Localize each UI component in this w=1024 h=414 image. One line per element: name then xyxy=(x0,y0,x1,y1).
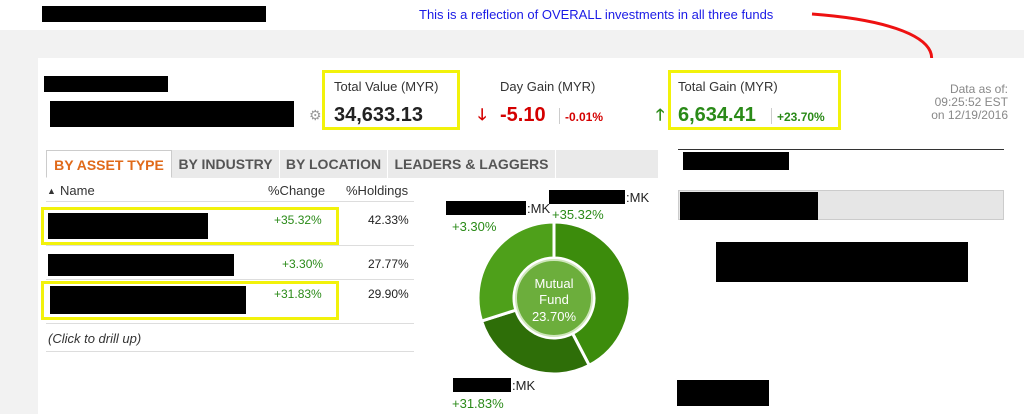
redacted-right-footer xyxy=(677,380,769,406)
donut-center-text: Fund xyxy=(539,292,569,307)
day-gain-label: Day Gain (MYR) xyxy=(500,79,596,94)
redacted-right-content xyxy=(716,242,968,282)
donut-center[interactable] xyxy=(515,259,593,337)
donut-label-value: +3.30% xyxy=(452,219,497,234)
total-value-label: Total Value (MYR) xyxy=(334,79,439,94)
donut-label-suffix: :MK xyxy=(512,378,536,393)
table-bottom-divider xyxy=(46,351,414,352)
redacted-portfolio-title xyxy=(42,6,266,22)
tab-by-asset-type[interactable]: BY ASSET TYPE xyxy=(46,150,172,178)
data-as-of-time: 09:25:52 EST xyxy=(934,95,1008,109)
donut-label-suffix: :MK xyxy=(626,190,650,205)
total-value-highlight xyxy=(322,70,460,130)
up-arrow-icon: 🡑 xyxy=(656,107,665,124)
row-change: +31.83% xyxy=(274,287,322,301)
sort-ascending-icon[interactable]: ▲ xyxy=(47,186,56,196)
donut-center-text: 23.70% xyxy=(532,309,577,324)
row-highlight xyxy=(41,207,339,245)
tabs-filler xyxy=(556,150,658,178)
total-value: 34,633.13 xyxy=(334,104,423,126)
header-divider xyxy=(46,201,414,202)
total-gain-pct: +23.70% xyxy=(777,110,825,124)
row-holdings: 29.90% xyxy=(368,287,409,301)
donut-slice[interactable] xyxy=(479,308,592,376)
table-row[interactable]: +35.32% 42.33% xyxy=(46,206,414,246)
breakdown-tabs: BY ASSET TYPE BY INDUSTRY BY LOCATION LE… xyxy=(46,150,658,178)
total-gain-label: Total Gain (MYR) xyxy=(678,79,778,94)
data-as-of-date: on 12/19/2016 xyxy=(931,108,1008,122)
redacted-donut-label xyxy=(549,190,625,204)
tab-by-location[interactable]: BY LOCATION xyxy=(280,150,388,178)
total-gain-value: 6,634.41 xyxy=(678,104,756,126)
redacted-account-label xyxy=(44,76,168,92)
redacted-right-heading xyxy=(683,152,789,170)
redacted-donut-label xyxy=(453,378,511,392)
redacted-fund-name xyxy=(50,286,246,314)
gear-icon[interactable]: ⚙ xyxy=(309,107,322,123)
donut-label-suffix: :MK xyxy=(527,201,551,216)
donut-slice[interactable] xyxy=(552,220,632,368)
donut-slice[interactable] xyxy=(476,220,556,323)
redacted-selector-value xyxy=(680,192,818,220)
table-row[interactable]: +3.30% 27.77% xyxy=(46,250,414,280)
down-arrow-icon: 🡓 xyxy=(478,107,487,124)
row-change: +3.30% xyxy=(282,257,324,271)
column-header-change[interactable]: %Change xyxy=(268,183,326,198)
total-gain-separator xyxy=(771,108,772,124)
column-header-name[interactable]: Name xyxy=(60,183,95,198)
donut-label-value: +35.32% xyxy=(552,207,604,222)
day-gain-separator xyxy=(559,108,560,124)
annotation-text: This is a reflection of OVERALL investme… xyxy=(419,7,774,22)
drill-up-link[interactable]: (Click to drill up) xyxy=(48,331,142,346)
row-holdings: 42.33% xyxy=(368,213,409,227)
total-gain-highlight xyxy=(668,70,841,130)
redacted-fund-name xyxy=(48,213,208,239)
redacted-account-name xyxy=(50,101,294,127)
day-gain-value: -5.10 xyxy=(500,104,546,126)
table-row[interactable]: +31.83% 29.90% xyxy=(46,280,414,324)
day-gain-pct: -0.01% xyxy=(565,110,604,124)
row-holdings: 27.77% xyxy=(368,257,409,271)
right-top-rule xyxy=(678,149,1004,150)
row-change: +35.32% xyxy=(274,213,322,227)
column-header-holdings[interactable]: %Holdings xyxy=(346,183,409,198)
redacted-donut-label xyxy=(446,201,526,215)
data-as-of: Data as of: 09:25:52 EST on 12/19/2016 xyxy=(900,83,1008,122)
tab-leaders-laggers[interactable]: LEADERS & LAGGERS xyxy=(388,150,556,178)
redacted-fund-name xyxy=(48,254,234,276)
tab-by-industry[interactable]: BY INDUSTRY xyxy=(172,150,280,178)
donut-label-value: +31.83% xyxy=(452,396,504,411)
donut-center-text: Mutual xyxy=(534,276,573,291)
data-as-of-label: Data as of: xyxy=(949,82,1008,96)
row-highlight xyxy=(41,281,339,320)
